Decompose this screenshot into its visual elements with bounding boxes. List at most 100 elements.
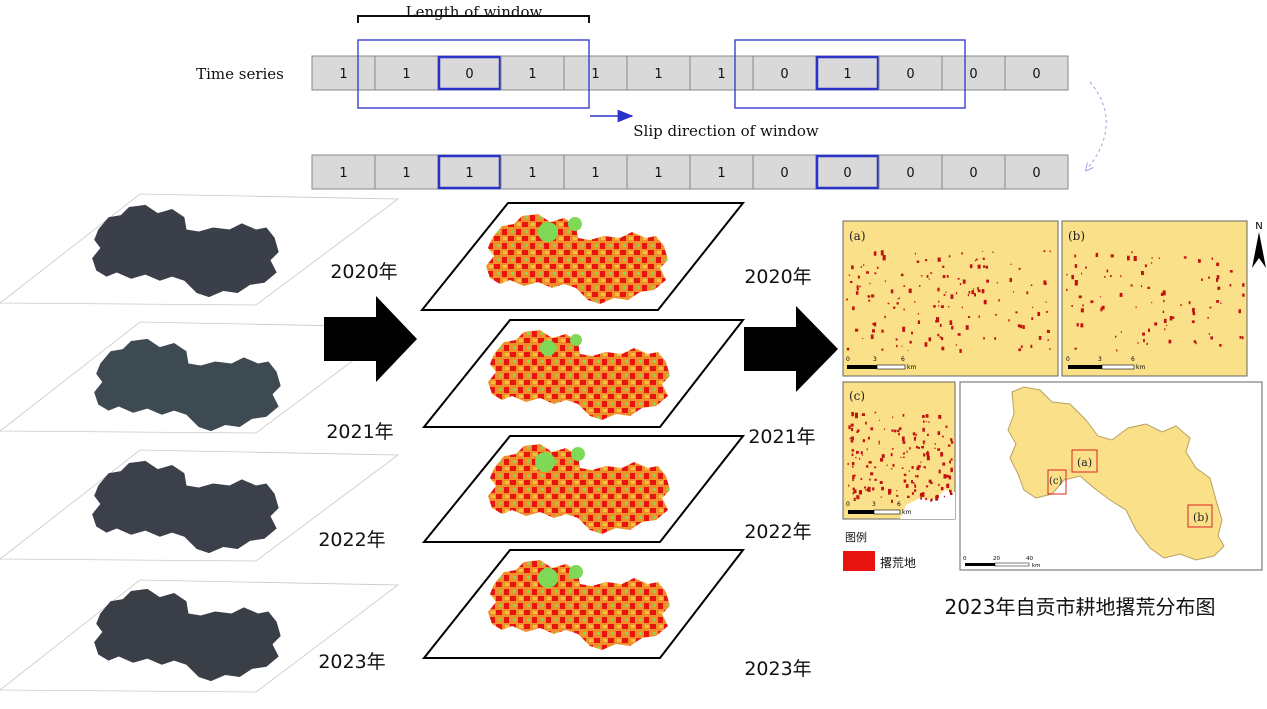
row1-value: 1 <box>717 67 725 82</box>
classified-layer-2023 <box>421 549 746 659</box>
svg-text:km: km <box>902 509 911 516</box>
row1-value: 1 <box>843 67 851 82</box>
svg-text:(b): (b) <box>1193 511 1209 524</box>
window-length-bracket <box>357 15 590 23</box>
highlighted-cell <box>815 55 880 91</box>
svg-text:0: 0 <box>846 356 850 363</box>
raw-imagery-stack <box>0 193 400 693</box>
row2-value: 1 <box>717 166 725 181</box>
time-series-label: Time series <box>196 65 284 83</box>
result-map-panel: (a) 0 3 6 km (b) 0 3 6 km N <box>842 220 1266 619</box>
row1-value: 1 <box>528 67 536 82</box>
row1-cell: 1 <box>500 55 565 91</box>
process-arrow-2 <box>744 306 838 392</box>
row1-value: 0 <box>906 67 914 82</box>
row2-cell: 1 <box>626 154 691 190</box>
svg-text:40: 40 <box>1026 556 1033 562</box>
row1-cell: 0 <box>752 55 817 91</box>
map-legend: 图例 撂荒地 <box>843 530 916 571</box>
panel-a-label: (a) <box>849 229 866 243</box>
row1-value: 1 <box>591 67 599 82</box>
row1-value: 1 <box>654 67 662 82</box>
row2-cell: 1 <box>311 154 376 190</box>
svg-text:0: 0 <box>846 501 850 508</box>
raw-layer-2023 <box>0 579 400 693</box>
raw-layer-2022 <box>0 449 400 562</box>
svg-text:6: 6 <box>897 501 901 508</box>
svg-text:20: 20 <box>993 556 1000 562</box>
panel-b-label: (b) <box>1068 229 1085 243</box>
row2-value: 0 <box>1032 166 1040 181</box>
svg-text:km: km <box>1136 364 1145 371</box>
left-year-2023: 2023年 <box>318 651 385 673</box>
svg-text:3: 3 <box>1098 356 1102 363</box>
legend-label-abandoned: 撂荒地 <box>880 556 916 570</box>
svg-text:3: 3 <box>872 501 876 508</box>
row-transition-connector <box>1088 81 1107 168</box>
row1-cell: 0 <box>941 55 1006 91</box>
row2-cell: 0 <box>1004 154 1069 190</box>
svg-text:(c): (c) <box>1049 476 1063 487</box>
row2-value: 1 <box>402 166 410 181</box>
slip-direction-label: Slip direction of window <box>633 122 819 140</box>
row1-value: 0 <box>465 67 473 82</box>
scale-bar-c: 0 3 6 km <box>846 501 911 516</box>
row2-value: 1 <box>528 166 536 181</box>
left-year-2022: 2022年 <box>318 529 385 551</box>
map-panel-a: (a) 0 3 6 km <box>842 220 1059 377</box>
highlighted-cell <box>815 154 880 190</box>
svg-text:km: km <box>907 364 916 371</box>
row2-cell: 0 <box>752 154 817 190</box>
time-series-row-1: 1 1 0 1 1 1 1 0 1 0 0 0 <box>311 55 1069 91</box>
svg-text:0: 0 <box>963 556 967 562</box>
row2-value: 1 <box>654 166 662 181</box>
classified-stack <box>419 202 746 659</box>
row1-cell: 1 <box>815 55 880 91</box>
map-panel-c: (c) 0 3 6 km <box>842 381 956 520</box>
row2-cell: 0 <box>815 154 880 190</box>
map-panel-b: (b) 0 3 6 km <box>1061 220 1248 377</box>
window-box-2 <box>734 39 966 109</box>
process-arrow-1 <box>324 296 417 382</box>
row2-cell: 1 <box>689 154 754 190</box>
classified-layer-2020 <box>419 202 746 311</box>
svg-text:km: km <box>1032 563 1041 569</box>
row1-cell: 1 <box>563 55 628 91</box>
row1-cell: 0 <box>1004 55 1069 91</box>
mid-year-2021: 2021年 <box>748 426 815 448</box>
time-series-row-2: 1 1 1 1 1 1 1 0 0 0 0 0 <box>311 154 1069 190</box>
raw-layer-2021 <box>0 321 400 434</box>
overview-map: (a) (c) (b) 0 20 40 km <box>959 381 1263 571</box>
row2-cell: 0 <box>941 154 1006 190</box>
svg-text:0: 0 <box>1066 356 1070 363</box>
row2-cell: 1 <box>374 154 439 190</box>
north-arrow-icon: N <box>1252 221 1266 268</box>
window-length-label: Length of window <box>406 3 543 21</box>
mid-year-2020: 2020年 <box>744 266 811 288</box>
map-caption: 2023年自贡市耕地撂荒分布图 <box>945 595 1216 619</box>
classified-layer-2022 <box>421 435 746 543</box>
scale-bar-overview: 0 20 40 km <box>963 556 1041 569</box>
row2-cell: 1 <box>500 154 565 190</box>
svg-text:6: 6 <box>901 356 905 363</box>
svg-text:(a): (a) <box>1077 456 1092 469</box>
mid-year-2023: 2023年 <box>744 658 811 680</box>
left-year-2020: 2020年 <box>330 261 397 283</box>
row1-cell: 1 <box>311 55 376 91</box>
left-year-2021: 2021年 <box>326 421 393 443</box>
zigong-boundary <box>1007 386 1225 561</box>
svg-text:N: N <box>1255 221 1262 232</box>
row2-value: 0 <box>780 166 788 181</box>
window-box-1 <box>357 39 590 109</box>
svg-text:3: 3 <box>873 356 877 363</box>
row1-cell: 1 <box>626 55 691 91</box>
scale-bar-b: 0 3 6 km <box>1066 356 1145 371</box>
inset-marker-c <box>1047 469 1067 495</box>
row1-cell: 1 <box>689 55 754 91</box>
highlighted-cell <box>437 154 502 190</box>
row1-value: 0 <box>969 67 977 82</box>
row2-value: 1 <box>339 166 347 181</box>
row2-value: 1 <box>591 166 599 181</box>
row1-cell: 0 <box>878 55 943 91</box>
row1-value: 0 <box>1032 67 1040 82</box>
